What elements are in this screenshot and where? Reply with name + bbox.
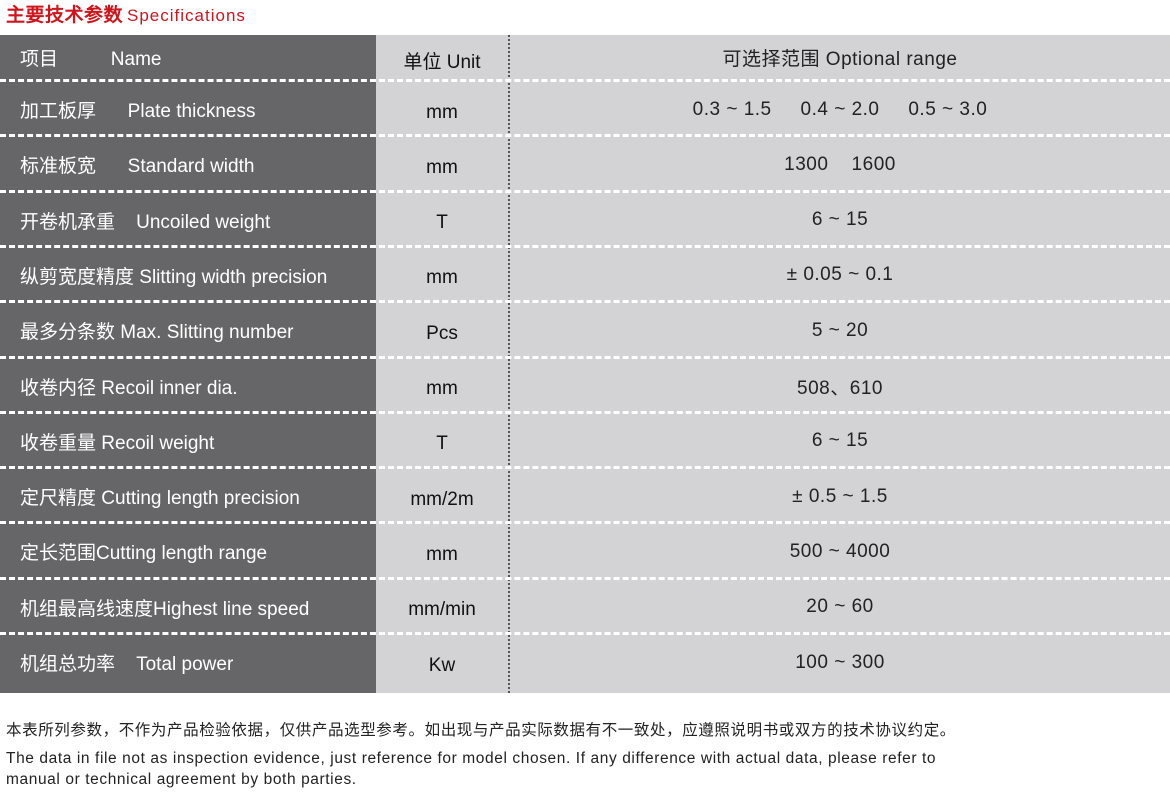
table-row: 标准板宽 Standard width mm 1300 1600 <box>0 134 1170 192</box>
row-unit: mm <box>426 267 458 289</box>
row-unit: mm <box>426 378 458 399</box>
disclaimer-zh: 本表所列参数，不作为产品检验依据，仅供产品选型参考。如出现与产品实际数据有不一致… <box>6 722 956 739</box>
table-row: 纵剪宽度精度 Slitting width precision mm ± 0.05 … <box>0 244 1170 303</box>
name-column-bg <box>0 35 376 693</box>
row-name: 机组总功率 Total power <box>20 654 234 675</box>
row-range: 1300 1600 <box>784 153 896 175</box>
title-zh: 主要技术参数 <box>6 5 124 26</box>
table-row: 加工板厚 Plate thickness mm 0.3 ~ 1.5 0.4 ~ 2.… <box>0 79 1170 137</box>
table-row: 最多分条数 Max. Slitting number Pcs 5 ~ 20 <box>0 300 1170 358</box>
table-row: 收卷重量 Recoil weight T 6 ~ 15 <box>0 410 1170 469</box>
row-name: 开卷机承重 Uncoiled weight <box>20 211 271 233</box>
row-name: 机组最高线速度Highest line speed <box>20 598 310 620</box>
row-unit: Kw <box>428 654 456 676</box>
row-range: ± 0.05 ~ 0.1 <box>786 264 894 286</box>
row-unit: Pcs <box>426 322 458 344</box>
table-header: 项目 Name 单位 Unit 可选择范围 Optional range <box>0 35 1170 79</box>
table-row: 定长范围Cutting length range mm 500 ~ 4000 <box>0 521 1170 579</box>
row-name: 收卷内径 Recoil inner dia. <box>20 377 238 399</box>
row-name: 定尺精度 Cutting length precision <box>20 488 300 510</box>
row-range: 100 ~ 300 <box>795 651 885 673</box>
row-unit: mm/min <box>408 599 476 621</box>
row-unit: T <box>436 212 448 234</box>
table-row: 开卷机承重 Uncoiled weight T 6 ~ 15 <box>0 189 1170 248</box>
row-name: 收卷重量 Recoil weight <box>20 432 215 454</box>
row-range: 0.3 ~ 1.5 0.4 ~ 2.0 0.5 ~ 3.0 <box>692 98 988 120</box>
row-name: 最多分条数 Max. Slitting number <box>20 322 294 344</box>
row-name: 定长范围Cutting length range <box>20 543 268 565</box>
row-range: 6 ~ 15 <box>811 209 869 231</box>
table-row: 机组最高线速度Highest line speed mm/min 20 ~ 60 <box>0 576 1170 635</box>
row-unit: mm <box>426 543 458 565</box>
header-range: 可选择范围 Optional range <box>722 48 958 70</box>
row-range: 6 ~ 15 <box>811 430 869 452</box>
row-name: 标准板宽 Standard width <box>20 156 255 178</box>
row-range: 20 ~ 60 <box>806 596 874 618</box>
disclaimer-en-1: The data in file not as inspection evide… <box>6 750 937 767</box>
table-row: 收卷内径 Recoil inner dia. mm 508、610 <box>0 355 1170 414</box>
row-range: 508、610 <box>797 377 883 399</box>
row-range: 500 ~ 4000 <box>789 540 891 562</box>
row-range: 5 ~ 20 <box>811 319 869 341</box>
header-name: 项目 Name <box>20 48 162 70</box>
row-name: 加工板厚 Plate thickness <box>20 101 256 122</box>
row-name: 纵剪宽度精度 Slitting width precision <box>20 266 328 288</box>
title-en: Specifications <box>127 6 246 25</box>
row-unit: T <box>436 433 448 455</box>
column-divider <box>508 35 510 693</box>
row-unit: mm <box>426 101 458 123</box>
disclaimer-en-2: manual or technical agreement by both pa… <box>6 771 357 788</box>
header-unit: 单位 Unit <box>403 51 481 73</box>
section-title: 主要技术参数 Specifications <box>6 0 246 27</box>
row-range: ± 0.5 ~ 1.5 <box>792 485 888 507</box>
table-row: 机组总功率 Total power Kw 100 ~ 300 <box>0 632 1170 690</box>
spec-table: 项目 Name 单位 Unit 可选择范围 Optional range 加工板… <box>0 35 1170 693</box>
table-row: 定尺精度 Cutting length precision mm/2m ± 0.5 … <box>0 466 1170 524</box>
row-unit: mm/2m <box>410 488 474 510</box>
row-unit: mm <box>426 156 458 178</box>
